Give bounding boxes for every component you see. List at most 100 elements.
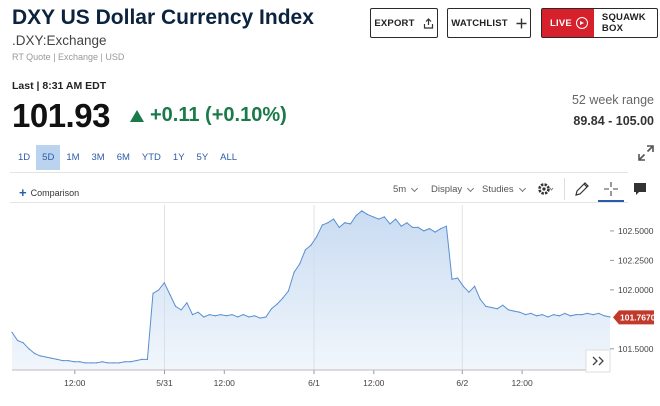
data-point [175, 305, 177, 307]
gear-icon[interactable] [536, 180, 554, 198]
data-point [79, 361, 81, 363]
data-point [541, 314, 543, 316]
chart-top-divider [10, 202, 628, 203]
data-point [169, 294, 171, 296]
data-point [225, 315, 227, 317]
data-point [536, 315, 538, 317]
studies-dropdown[interactable]: Studies [482, 184, 526, 195]
range-tab-6m[interactable]: 6M [116, 152, 130, 163]
data-point [248, 316, 250, 318]
x-tick-label: 12:00 [363, 378, 385, 388]
range-tab-5d[interactable]: 5D [36, 145, 61, 170]
pencil-icon[interactable] [573, 180, 591, 198]
data-point [56, 358, 58, 360]
data-point [609, 316, 611, 318]
data-point [519, 311, 521, 313]
range-tab-1y[interactable]: 1Y [172, 152, 185, 163]
data-point [603, 315, 606, 317]
display-label: Display [431, 184, 463, 195]
data-point [73, 361, 75, 363]
data-point [581, 314, 583, 316]
data-point [507, 309, 510, 311]
data-point [186, 302, 188, 304]
x-tick-label: 6/1 [308, 378, 320, 388]
data-point [468, 291, 470, 293]
add-comparison-icon: + [19, 185, 27, 200]
display-dropdown[interactable]: Display [431, 184, 475, 195]
x-tick-label: 12:00 [64, 378, 86, 388]
data-point [203, 316, 205, 318]
data-point [598, 312, 600, 314]
price-change-value: +0.11 (+0.10%) [150, 104, 287, 126]
y-tick-label: 102.2500 [618, 255, 654, 265]
data-point [383, 216, 385, 218]
watchlist-label: WATCHLIST [451, 17, 508, 29]
data-point [163, 282, 165, 284]
price-area [12, 210, 610, 370]
price-change: +0.11 (+0.10%) [130, 104, 287, 127]
data-point [129, 361, 132, 363]
double-chevron-right-icon [592, 356, 604, 366]
data-point [11, 331, 13, 333]
x-tick-label: 5/31 [156, 378, 173, 388]
time-range-tabs: 1D 5D 1M 3M 6M YTD 1Y 5Y ALL [12, 145, 243, 170]
share-icon [423, 17, 433, 29]
page-title: DXY US Dollar Currency Index [12, 6, 314, 29]
data-point [462, 285, 464, 287]
crosshair-icon[interactable] [602, 180, 620, 198]
data-point [118, 362, 120, 364]
data-point [124, 361, 126, 363]
range-tab-all[interactable]: ALL [220, 152, 238, 163]
data-point [265, 316, 267, 318]
comparison-button[interactable]: + Comparison [19, 185, 79, 200]
toolbar-divider [10, 172, 628, 173]
data-point [180, 309, 182, 311]
week-range-value: 89.84 - 105.00 [573, 114, 654, 128]
data-point [395, 218, 397, 220]
interval-dropdown[interactable]: 5m [393, 184, 419, 195]
expand-icon[interactable] [637, 144, 655, 162]
range-tab-ytd[interactable]: YTD [141, 152, 161, 163]
data-point [90, 362, 92, 364]
data-point [84, 362, 86, 364]
play-icon [575, 17, 588, 29]
range-tab-1m[interactable]: 1M [66, 152, 80, 163]
data-point [254, 315, 256, 317]
squawk-box-button[interactable]: LIVE SQUAWK BOX [541, 8, 658, 38]
data-point [513, 310, 515, 312]
data-point [485, 305, 487, 307]
interval-label: 5m [393, 184, 407, 195]
data-point [50, 357, 53, 359]
watchlist-button[interactable]: WATCHLIST [447, 8, 531, 38]
data-point [344, 222, 346, 224]
comment-icon[interactable] [631, 180, 649, 198]
data-point [146, 358, 148, 360]
data-point [62, 360, 64, 362]
data-point [451, 278, 453, 280]
data-point [530, 312, 532, 314]
data-point [474, 285, 476, 287]
up-arrow-icon [130, 109, 144, 122]
data-point [553, 314, 555, 316]
range-tab-3m[interactable]: 3M [91, 152, 105, 163]
data-point [158, 289, 160, 291]
range-tab-5y[interactable]: 5Y [196, 152, 209, 163]
data-point [524, 314, 527, 316]
data-point [366, 213, 368, 215]
y-tick-label: 101.5000 [618, 344, 654, 354]
data-point [316, 236, 318, 238]
export-button[interactable]: EXPORT [370, 8, 438, 38]
data-point [34, 352, 36, 355]
data-point [445, 225, 447, 227]
data-point [417, 226, 419, 228]
range-tab-1d[interactable]: 1D [18, 152, 31, 163]
data-point [586, 312, 589, 314]
data-point [423, 230, 425, 232]
data-point [389, 223, 391, 225]
last-value-label: 101.7670 [620, 312, 656, 322]
data-point [231, 314, 233, 316]
scroll-latest-button[interactable] [585, 349, 611, 373]
data-point [333, 218, 335, 220]
toolbar-separator [564, 178, 565, 200]
